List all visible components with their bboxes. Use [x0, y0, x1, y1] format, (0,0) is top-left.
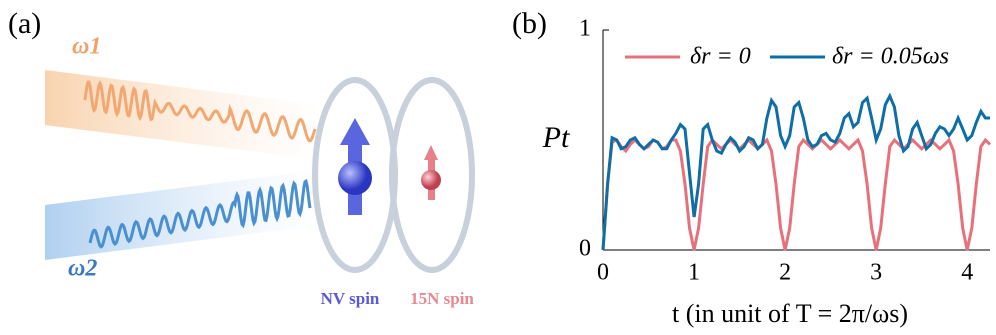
panel-label: (b) [512, 7, 547, 40]
panel-label: (a) [8, 7, 41, 40]
legend-label: δr = 0 [690, 44, 751, 70]
n-sphere [421, 170, 441, 190]
omega-2: ω2 [68, 256, 97, 282]
y-tick-label: 1 [579, 16, 591, 42]
omega-1: ω1 [72, 34, 101, 60]
legend-label: δr = 0.05ωs [832, 44, 949, 70]
x-tick-label: 1 [688, 260, 700, 286]
series-line [601, 92, 990, 251]
nv-sphere [338, 161, 372, 195]
panel-a: (a) ω1 ω2 NV spin 15N spin [8, 7, 475, 308]
nv-arrow-head [340, 118, 370, 145]
n-arrow-head [424, 145, 438, 160]
series-line [601, 137, 992, 251]
n-label: 15N spin [410, 289, 474, 308]
panel-b: (b) Pt t (in unit of T = 2π/ωs) 0 1 0 1 2 3 4 δ… [512, 7, 992, 328]
x-tick-label: 4 [961, 260, 973, 286]
x-tick-label: 0 [597, 260, 609, 286]
x-tick-label: 2 [779, 260, 791, 286]
orbital-n [389, 77, 475, 273]
wave-1 [83, 80, 317, 143]
x-axis-label: t (in unit of T = 2π/ωs) [672, 299, 908, 328]
y-tick-label: 0 [579, 236, 591, 262]
wave-2 [88, 178, 312, 249]
y-axis-label: Pt [542, 121, 570, 154]
x-tick-label: 3 [870, 260, 882, 286]
nv-label: NV spin [321, 289, 380, 308]
